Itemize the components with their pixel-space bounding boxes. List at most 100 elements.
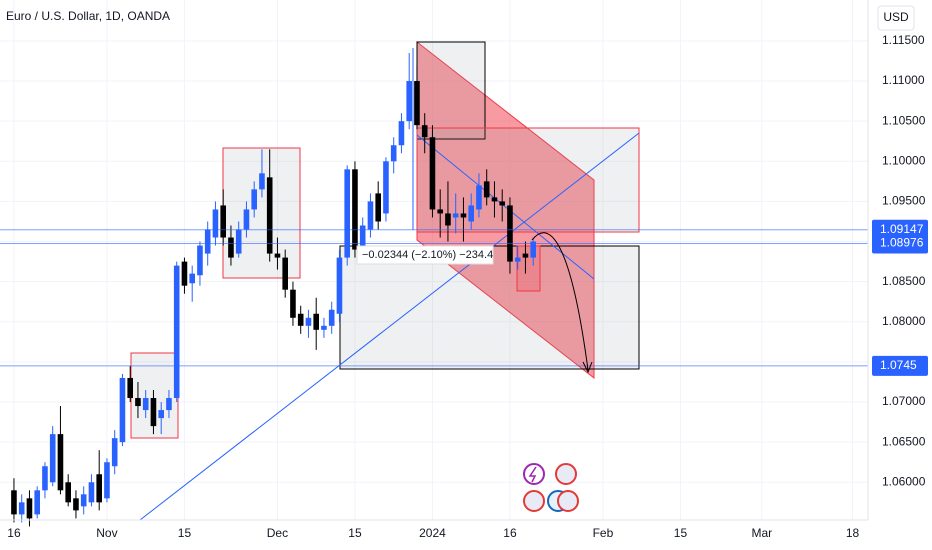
y-tick-label: 1.06500: [882, 434, 926, 448]
candle-body: [235, 229, 242, 254]
candle-body: [499, 201, 505, 206]
candle-body: [507, 205, 513, 262]
x-tick-label: 16: [7, 526, 21, 540]
x-tick-label: 15: [348, 526, 362, 540]
drawings: [130, 40, 640, 521]
x-tick-label: 15: [674, 526, 688, 540]
currency[interactable]: USD: [883, 10, 909, 24]
trend-line: [416, 134, 595, 280]
x-tick-label: 15: [178, 526, 192, 540]
icon: [555, 463, 577, 485]
candle-body: [491, 197, 498, 202]
candle-body: [274, 253, 281, 258]
price-badge-label: 1.09147: [880, 222, 924, 236]
drawings-front: −0.02344 (−2.10%) −234.4: [356, 232, 593, 512]
candle-body: [336, 257, 343, 314]
candle-body: [321, 325, 327, 330]
candle-body: [406, 81, 412, 122]
candle-body: [158, 410, 164, 419]
icon: [528, 466, 537, 483]
candle-body: [42, 466, 48, 491]
y-tick-label: 1.08000: [882, 314, 926, 328]
x-tick-label: 16: [503, 526, 517, 540]
candle-body: [290, 289, 296, 318]
candle-body: [421, 125, 428, 138]
candle-body: [398, 121, 405, 146]
candle-body: [80, 494, 87, 507]
candle-body: [259, 173, 265, 190]
candle-body: [313, 313, 319, 330]
candle-body: [522, 253, 529, 258]
candle-body: [26, 498, 33, 519]
candle-body: [359, 225, 366, 246]
candle-body: [383, 161, 389, 214]
candle-body: [111, 438, 118, 467]
candle-body: [352, 169, 358, 250]
chart-title: Euro / U.S. Dollar, 1D, OANDA: [6, 9, 170, 23]
arrow-path: [531, 232, 589, 371]
candle-body: [212, 209, 219, 238]
candle-body: [514, 257, 521, 262]
candle-body: [328, 309, 335, 326]
candle-body: [367, 201, 374, 230]
candle-body: [228, 237, 234, 258]
candle-body: [452, 213, 459, 218]
x-tick-label: 18: [846, 526, 860, 540]
candle-body: [197, 245, 203, 276]
candle-body: [476, 185, 482, 210]
candle-body: [445, 213, 451, 226]
candle-body: [142, 398, 149, 411]
y-tick-label: 1.11000: [882, 73, 925, 87]
x-tick-label: 2024: [419, 526, 446, 540]
candle-body: [49, 434, 56, 483]
candle-body: [181, 261, 188, 286]
y-tick-label: 1.07000: [882, 394, 926, 408]
y-tick-label: 1.08500: [882, 274, 926, 288]
box: [416, 41, 486, 140]
candle-body: [483, 181, 490, 198]
candle-body: [18, 502, 25, 515]
candle-body: [73, 498, 79, 511]
candles: [0, 52, 868, 527]
candle-body: [127, 377, 133, 399]
candle-body: [189, 273, 195, 284]
candle-body: [96, 474, 102, 503]
measure-label: −0.02344 (−2.10%) −234.4: [362, 249, 493, 261]
icon: [523, 490, 545, 512]
candle-body: [305, 317, 312, 326]
y-tick-label: 1.06000: [882, 474, 926, 488]
price-badge: [872, 233, 928, 254]
candle-body: [266, 177, 273, 254]
candle-body: [57, 434, 64, 491]
trend-line: [139, 132, 640, 521]
candle-body: [173, 265, 180, 399]
currency-button[interactable]: [877, 5, 915, 31]
candle-body: [414, 81, 420, 126]
candle-body: [166, 398, 172, 411]
candle-body: [468, 205, 474, 222]
icon: [557, 490, 579, 512]
candle-body: [150, 398, 157, 427]
box: [339, 245, 640, 370]
candle-body: [460, 213, 467, 218]
candle-body: [344, 169, 350, 258]
candle-body: [220, 205, 226, 238]
y-tick-label: 1.11500: [882, 33, 925, 47]
price-badge-label: 1.08976: [880, 236, 924, 250]
candle-body: [34, 490, 40, 515]
price-badge-label: 1.0745: [880, 358, 917, 372]
candle-body: [119, 377, 126, 443]
candle-body: [429, 137, 436, 210]
arrow-head: [582, 361, 593, 374]
candle-body: [297, 313, 304, 326]
x-tick-label: Nov: [96, 526, 117, 540]
box: [516, 245, 541, 292]
candle-body: [11, 490, 17, 515]
candle-body: [251, 189, 257, 210]
price-badge: [872, 355, 928, 376]
measure-label-box: [356, 245, 494, 265]
y-tick-label: 1.09500: [882, 194, 926, 208]
candle-body: [390, 145, 397, 162]
x-tick-label: Dec: [267, 526, 288, 540]
icon: [523, 463, 545, 485]
